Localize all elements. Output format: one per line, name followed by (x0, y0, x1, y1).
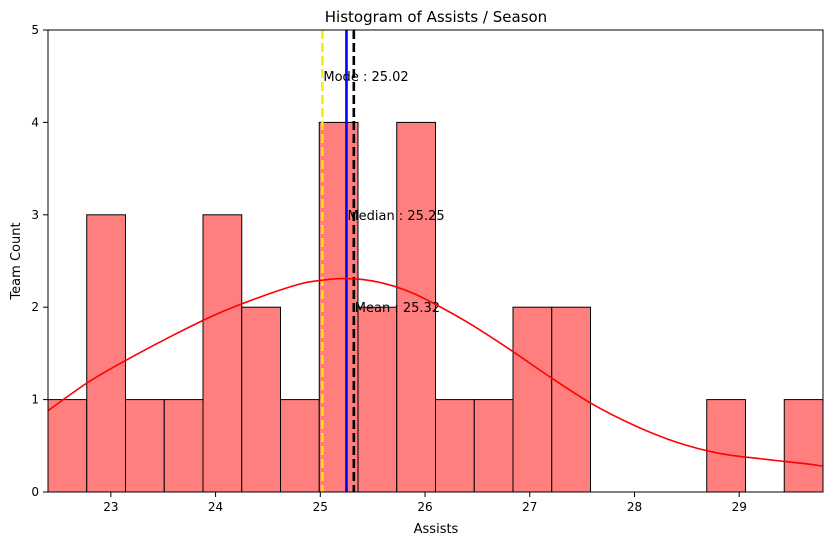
histogram-bar (125, 399, 165, 493)
x-tick-label: 29 (732, 500, 747, 514)
bars-group (47, 121, 824, 493)
x-tick-label: 25 (313, 500, 328, 514)
histogram-bar (202, 214, 243, 493)
y-tick-label: 2 (31, 300, 39, 314)
x-axis-ticks: 23 24 25 26 27 28 29 (103, 492, 747, 514)
histogram-bar (318, 121, 359, 493)
median-label: Median : 25.25 (347, 209, 444, 224)
x-tick-label: 23 (103, 500, 118, 514)
histogram-bar (241, 306, 281, 493)
histogram-bar (163, 399, 204, 493)
y-tick-label: 0 (31, 485, 39, 499)
histogram-bar (435, 399, 475, 493)
reference-lines-group: Mode : 25.02 Median : 25.25 Mean : 25.32 (321, 30, 445, 492)
kde-curve (47, 277, 824, 467)
plot-frame (47, 29, 824, 493)
mode-label: Mode : 25.02 (323, 70, 408, 85)
x-tick-label: 24 (208, 500, 223, 514)
x-tick-label: 27 (522, 500, 537, 514)
histogram-bar (357, 306, 398, 493)
x-tick-label: 28 (627, 500, 642, 514)
histogram-bar (47, 399, 88, 493)
y-tick-label: 3 (31, 208, 39, 222)
y-tick-label: 5 (31, 23, 39, 37)
mean-label: Mean : 25.32 (355, 301, 440, 316)
histogram-bar (280, 399, 320, 493)
y-axis-label: Team Count (9, 222, 24, 300)
y-tick-label: 1 (31, 393, 39, 407)
chart-title: Histogram of Assists / Season (325, 8, 547, 26)
histogram-bar (396, 121, 436, 493)
x-tick-label: 26 (417, 500, 432, 514)
histogram-bar (512, 306, 553, 493)
histogram-bar (783, 399, 824, 493)
histogram-bar (86, 214, 126, 493)
histogram-bar (706, 399, 746, 493)
x-axis-label: Assists (414, 522, 459, 537)
y-axis-ticks: 0 1 2 3 4 5 (31, 23, 48, 499)
y-tick-label: 4 (31, 115, 39, 129)
histogram-bar (473, 399, 514, 493)
